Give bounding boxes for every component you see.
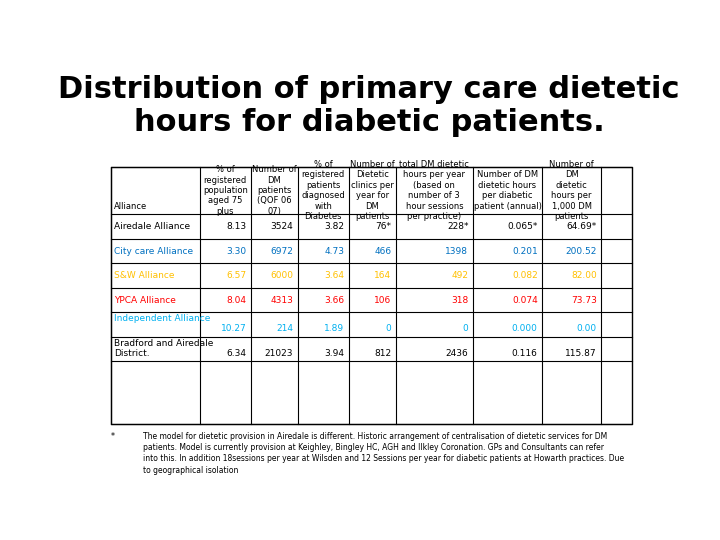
Text: 812: 812 (374, 349, 391, 358)
Text: 3.82: 3.82 (325, 222, 344, 231)
Text: 76*: 76* (375, 222, 391, 231)
Text: 0.00: 0.00 (577, 325, 597, 334)
Text: 64.69*: 64.69* (567, 222, 597, 231)
Text: 8.04: 8.04 (226, 295, 246, 305)
Text: 82.00: 82.00 (571, 271, 597, 280)
Text: 2436: 2436 (446, 349, 469, 358)
Text: 0: 0 (385, 325, 391, 334)
Text: 6972: 6972 (271, 247, 293, 255)
Text: 6.57: 6.57 (226, 271, 246, 280)
Text: 214: 214 (276, 325, 293, 334)
Text: S&W Alliance: S&W Alliance (114, 271, 174, 280)
Text: 8.13: 8.13 (226, 222, 246, 231)
Text: 6000: 6000 (270, 271, 293, 280)
Text: 492: 492 (451, 271, 469, 280)
Text: 228*: 228* (447, 222, 469, 231)
Text: Bradford and Airedale
District.: Bradford and Airedale District. (114, 339, 213, 359)
Text: 6.34: 6.34 (226, 349, 246, 358)
Text: Number of
DM
patients
(QOF 06
07): Number of DM patients (QOF 06 07) (252, 165, 297, 216)
Text: Independent Alliance: Independent Alliance (114, 314, 210, 323)
Text: Number of
DM
dietetic
hours per
1,000 DM
patients: Number of DM dietetic hours per 1,000 DM… (549, 160, 594, 221)
Text: 0.074: 0.074 (512, 295, 538, 305)
Text: 21023: 21023 (265, 349, 293, 358)
Text: 4313: 4313 (271, 295, 293, 305)
Text: 115.87: 115.87 (565, 349, 597, 358)
Text: 3524: 3524 (271, 222, 293, 231)
Text: 0.082: 0.082 (512, 271, 538, 280)
Text: 3.30: 3.30 (226, 247, 246, 255)
Text: 200.52: 200.52 (565, 247, 597, 255)
Text: 318: 318 (451, 295, 469, 305)
Text: 466: 466 (374, 247, 391, 255)
Text: City care Alliance: City care Alliance (114, 247, 193, 255)
Text: 0.116: 0.116 (512, 349, 538, 358)
Text: 0: 0 (463, 325, 469, 334)
Text: 1398: 1398 (446, 247, 469, 255)
Text: Number of DM
dietetic hours
per diabetic
patient (annual): Number of DM dietetic hours per diabetic… (474, 171, 541, 211)
Bar (111, 167, 632, 424)
Text: 164: 164 (374, 271, 391, 280)
Text: 3.94: 3.94 (325, 349, 344, 358)
Text: 0.065*: 0.065* (508, 222, 538, 231)
Text: % of
registered
population
aged 75
plus: % of registered population aged 75 plus (203, 165, 248, 216)
Text: 73.73: 73.73 (571, 295, 597, 305)
Text: Airedale Alliance: Airedale Alliance (114, 222, 190, 231)
Text: Number of
Dietetic
clinics per
year for
DM
patients: Number of Dietetic clinics per year for … (350, 160, 395, 221)
Text: The model for dietetic provision in Airedale is different. Historic arrangement : The model for dietetic provision in Aire… (143, 431, 624, 475)
Text: % of
registered
patients
diagnosed
with
Diabetes: % of registered patients diagnosed with … (302, 160, 345, 221)
Text: 4.73: 4.73 (325, 247, 344, 255)
Text: Distribution of primary care dietetic
hours for diabetic patients.: Distribution of primary care dietetic ho… (58, 75, 680, 137)
Text: Alliance: Alliance (114, 202, 148, 211)
Text: 0.000: 0.000 (512, 325, 538, 334)
Text: 3.66: 3.66 (324, 295, 344, 305)
Text: total DM dietetic
hours per year
(based on
number of 3
hour sessions
per practic: total DM dietetic hours per year (based … (400, 160, 469, 221)
Text: *: * (111, 431, 115, 441)
Text: 0.201: 0.201 (512, 247, 538, 255)
Text: 3.64: 3.64 (325, 271, 344, 280)
Text: 10.27: 10.27 (220, 325, 246, 334)
Text: 106: 106 (374, 295, 391, 305)
Text: 1.89: 1.89 (324, 325, 344, 334)
Text: YPCA Alliance: YPCA Alliance (114, 295, 176, 305)
